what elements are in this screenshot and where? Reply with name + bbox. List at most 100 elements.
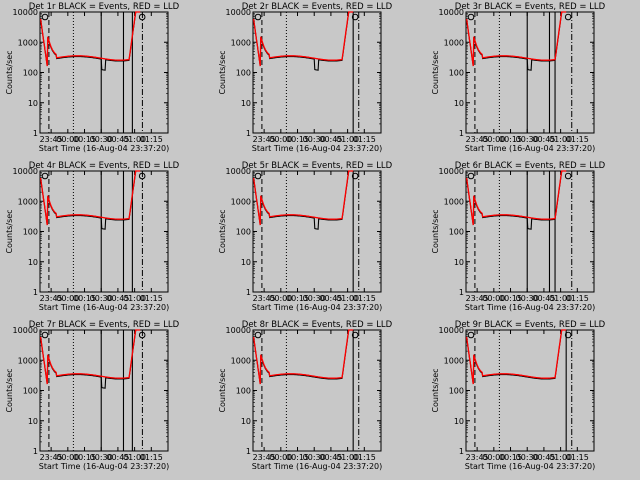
plot-frame (465, 170, 595, 293)
x-tick-label: 01:15 (140, 453, 163, 462)
chart-det7: Det 7r BLACK = Events, RED = LLD 1 10 100 10… (5, 320, 180, 471)
x-tick-label: 00:45 (319, 135, 342, 144)
plot-frame (465, 11, 595, 134)
y-tick-label: 10 (241, 99, 251, 108)
y-tick-label: 10 (454, 258, 464, 267)
series-line-events (466, 11, 567, 71)
corner-symbol-right (138, 331, 146, 339)
y-tick-label: 1000 (444, 38, 464, 47)
plot-frame (39, 11, 169, 134)
chart-title: Det 2r BLACK = Events, RED = LLD (242, 2, 393, 12)
y-tick-label: 10000 (13, 167, 38, 176)
x-tick-label: 00:00 (269, 294, 292, 303)
plot-frame (252, 170, 382, 293)
x-tick-label: 00:45 (532, 453, 555, 462)
x-tick-label: 23:45 (253, 135, 276, 144)
x-tick-label: 00:15 (286, 453, 309, 462)
x-axis-label: Start Time (16-Aug-04 23:37:20) (465, 303, 596, 312)
plot-frame (39, 170, 169, 293)
x-tick-label: 00:15 (73, 294, 96, 303)
x-tick-label: 01:00 (336, 294, 359, 303)
x-tick-label: 00:00 (482, 453, 505, 462)
y-tick-label: 100 (449, 228, 464, 237)
y-tick-label: 1000 (18, 197, 38, 206)
x-tick-label: 00:45 (319, 294, 342, 303)
x-tick-label: 00:00 (56, 453, 79, 462)
corner-symbol-left (41, 13, 49, 21)
x-tick-label: 00:00 (482, 294, 505, 303)
x-tick-label: 23:45 (466, 294, 489, 303)
x-tick-label: 00:45 (532, 294, 555, 303)
y-tick-label: 100 (23, 228, 38, 237)
x-tick-label: 00:30 (303, 453, 326, 462)
x-axis-label: Start Time (16-Aug-04 23:37:20) (252, 144, 383, 153)
chart-title: Det 3r BLACK = Events, RED = LLD (455, 2, 606, 12)
chart-det3: Det 3r BLACK = Events, RED = LLD 1 10 100 10… (431, 2, 606, 153)
chart-title: Det 8r BLACK = Events, RED = LLD (242, 320, 393, 330)
chart-det5: Det 5r BLACK = Events, RED = LLD 1 10 100 10… (218, 161, 393, 312)
series-line-lld (252, 329, 354, 385)
series-line-lld (39, 329, 141, 385)
corner-symbol-right (564, 13, 572, 21)
y-axis-label: Counts/sec (431, 50, 440, 94)
x-tick-label: 00:30 (303, 135, 326, 144)
y-axis-label: Counts/sec (5, 50, 14, 94)
x-tick-label: 23:45 (253, 453, 276, 462)
x-tick-label: 00:15 (499, 453, 522, 462)
y-tick-label: 10000 (439, 167, 464, 176)
y-tick-label: 1 (246, 447, 251, 456)
x-axis-label: Start Time (16-Aug-04 23:37:20) (465, 462, 596, 471)
x-tick-label: 01:00 (336, 135, 359, 144)
x-tick-label: 00:00 (56, 135, 79, 144)
series-line-lld (465, 11, 567, 67)
chart-det8: Det 8r BLACK = Events, RED = LLD 1 10 100 10… (218, 320, 393, 471)
x-tick-label: 01:15 (566, 135, 589, 144)
x-tick-label: 00:00 (269, 135, 292, 144)
x-tick-label: 00:15 (286, 135, 309, 144)
chart-title: Det 1r BLACK = Events, RED = LLD (29, 2, 180, 12)
corner-symbol-left (41, 172, 49, 180)
x-tick-label: 01:00 (123, 453, 146, 462)
y-tick-label: 100 (449, 387, 464, 396)
series-line-events (40, 11, 141, 71)
x-tick-label: 23:45 (253, 294, 276, 303)
x-tick-label: 00:30 (90, 453, 113, 462)
x-tick-label: 00:30 (303, 294, 326, 303)
y-tick-label: 1 (246, 288, 251, 297)
corner-symbol-left (467, 172, 475, 180)
corner-symbol-left (41, 331, 49, 339)
series-line-lld (252, 11, 354, 67)
x-tick-label: 01:15 (566, 453, 589, 462)
x-tick-label: 23:45 (40, 135, 63, 144)
x-tick-label: 01:15 (140, 135, 163, 144)
series-line-events (253, 329, 354, 385)
series-line-events (466, 170, 567, 230)
corner-symbol-right (351, 13, 359, 21)
y-tick-label: 1000 (18, 356, 38, 365)
x-tick-label: 00:45 (106, 294, 129, 303)
x-tick-label: 00:00 (56, 294, 79, 303)
x-tick-label: 00:15 (499, 294, 522, 303)
x-tick-label: 00:15 (73, 135, 96, 144)
x-tick-label: 01:15 (353, 294, 376, 303)
x-tick-label: 00:30 (90, 135, 113, 144)
x-axis-label: Start Time (16-Aug-04 23:37:20) (252, 462, 383, 471)
y-tick-label: 1000 (231, 356, 251, 365)
y-tick-label: 100 (23, 69, 38, 78)
corner-symbol-left (254, 13, 262, 21)
x-tick-label: 01:00 (549, 453, 572, 462)
y-tick-label: 1 (459, 129, 464, 138)
chart-det6: Det 6r BLACK = Events, RED = LLD 1 10 100 10… (431, 161, 606, 312)
plot-frame (252, 329, 382, 452)
x-tick-label: 00:15 (499, 135, 522, 144)
y-axis-label: Counts/sec (218, 368, 227, 412)
x-axis-label: Start Time (16-Aug-04 23:37:20) (39, 303, 170, 312)
chart-title: Det 4r BLACK = Events, RED = LLD (29, 161, 180, 171)
y-tick-label: 1000 (18, 38, 38, 47)
x-tick-label: 00:00 (482, 135, 505, 144)
chart-det4: Det 4r BLACK = Events, RED = LLD 1 10 100 10… (5, 161, 180, 312)
y-axis-label: Counts/sec (218, 50, 227, 94)
series-line-events (40, 329, 141, 389)
x-tick-label: 01:00 (123, 135, 146, 144)
y-tick-label: 1 (246, 129, 251, 138)
